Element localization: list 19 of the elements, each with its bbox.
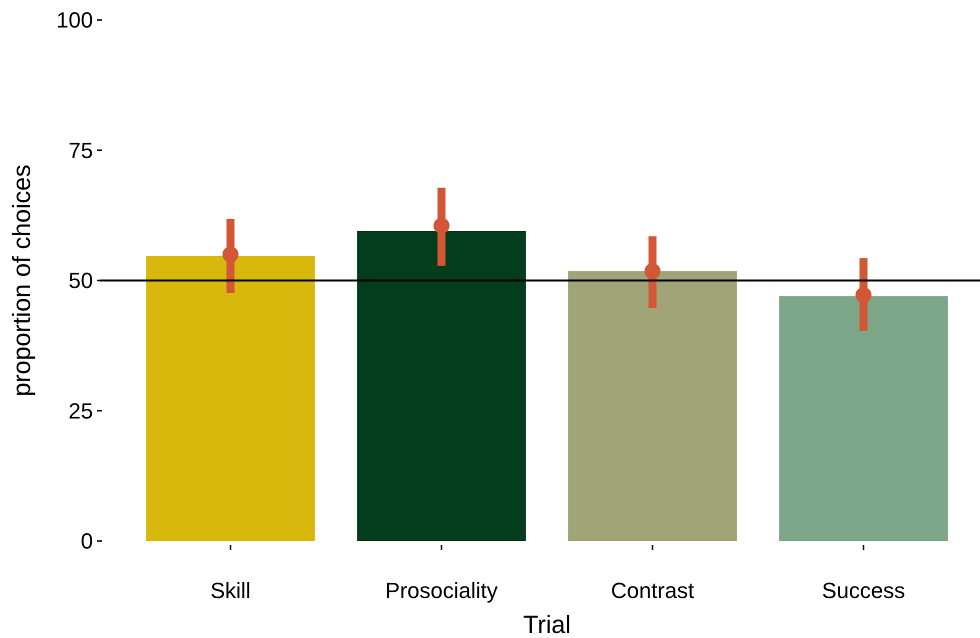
x-axis-title: Trial (523, 611, 571, 638)
y-axis-title: proportion of choices (8, 164, 36, 397)
point (856, 287, 872, 304)
x-tick-label: Prosociality (385, 578, 498, 603)
x-tick-label: Success (822, 578, 906, 603)
bar (146, 256, 315, 541)
x-tick-label: Skill (210, 578, 251, 603)
point (644, 263, 660, 280)
y-tick-label: 50 (68, 268, 93, 294)
point (222, 246, 238, 262)
x-tick-label: Contrast (610, 578, 694, 603)
bar (568, 271, 737, 541)
point (434, 218, 450, 234)
y-tick-label: 75 (68, 138, 93, 163)
y-tick-label: 0 (80, 528, 93, 554)
bar (779, 296, 948, 541)
y-tick-label: 100 (56, 8, 93, 33)
bar (357, 231, 526, 541)
y-tick-label: 25 (68, 398, 93, 424)
